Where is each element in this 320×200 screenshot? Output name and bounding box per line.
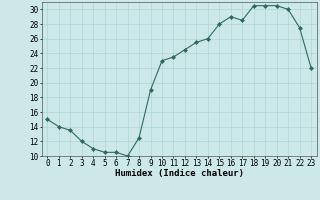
X-axis label: Humidex (Indice chaleur): Humidex (Indice chaleur)	[115, 169, 244, 178]
